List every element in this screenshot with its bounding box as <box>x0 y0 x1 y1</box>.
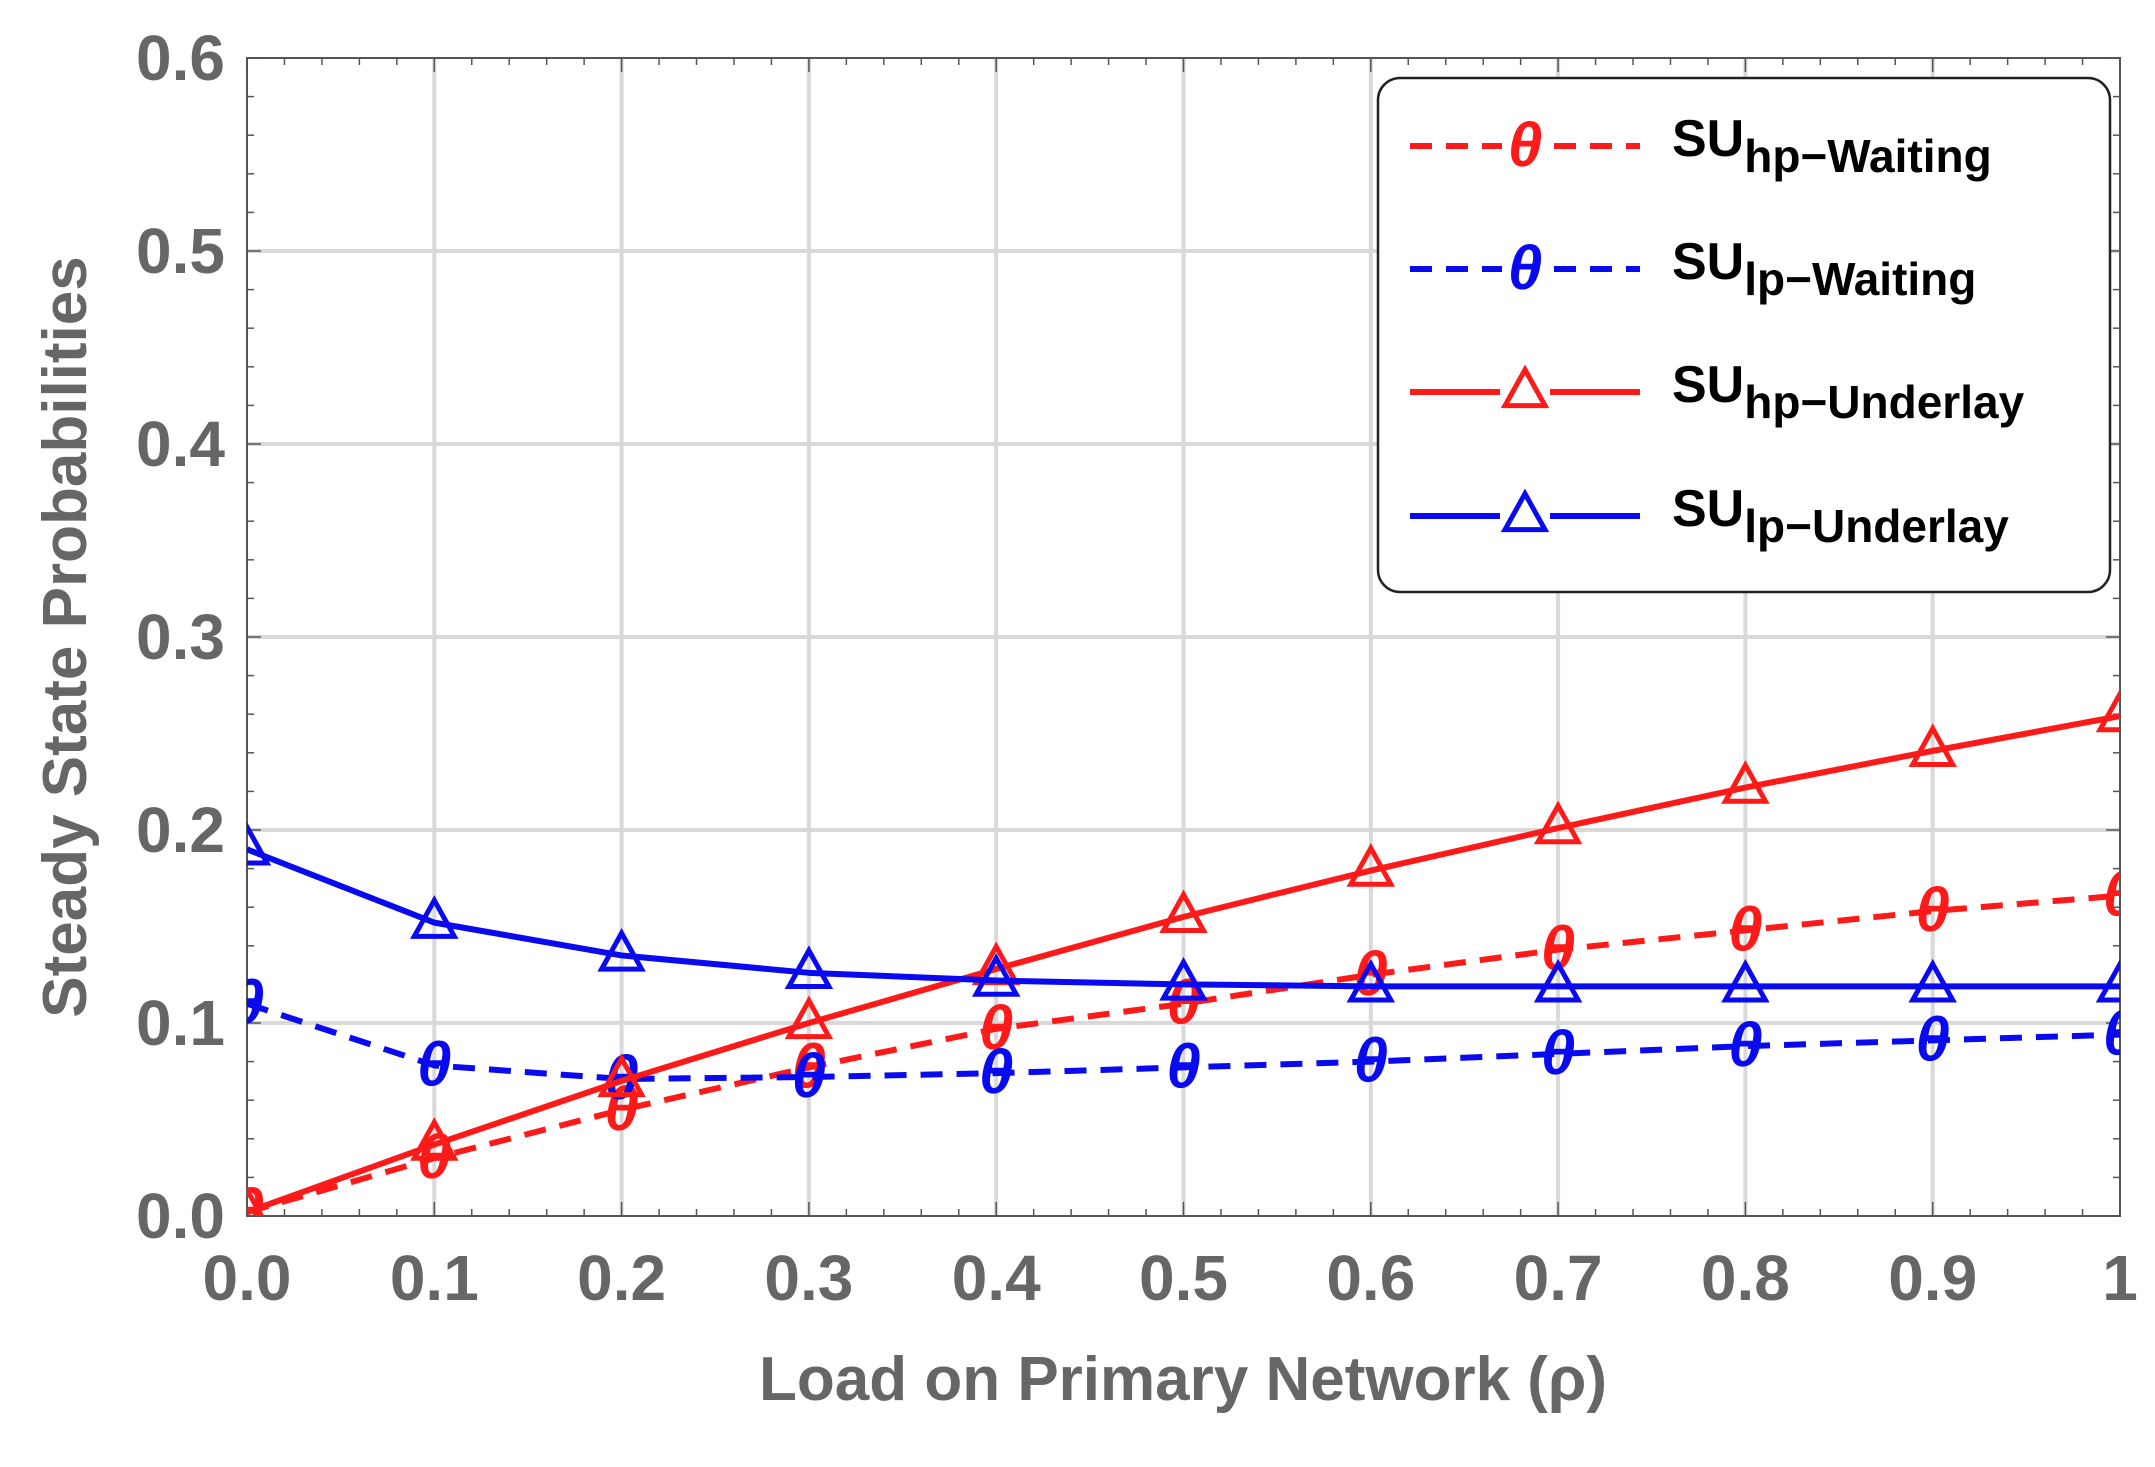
data-point-marker <box>597 927 646 972</box>
legend-label: SUlp−Underlay <box>1672 480 2009 552</box>
data-point-marker: θ <box>1166 1032 1201 1101</box>
data-point-marker <box>597 1053 646 1098</box>
legend-marker <box>1500 488 1550 533</box>
data-point-marker <box>247 1184 265 1216</box>
legend-item: θ SUhp−Waiting <box>1410 110 1992 182</box>
x-tick-label: 0.2 <box>577 1242 666 1314</box>
x-tick-label: 1 <box>2102 1242 2138 1314</box>
data-point-marker: θ <box>1915 1005 1950 1074</box>
series-line <box>247 846 2120 990</box>
series-SU_lp-Underlay <box>247 821 2120 1003</box>
data-point-marker: θ <box>792 1032 827 1101</box>
data-point-marker <box>1908 723 1957 768</box>
data-point-marker <box>247 821 272 866</box>
data-point-marker: θ <box>2103 861 2138 930</box>
legend-label: SUhp−Underlay <box>1672 356 2025 428</box>
data-point-marker <box>1533 800 1583 845</box>
data-point-marker <box>1159 889 1208 934</box>
data-point-marker <box>1908 958 1957 1003</box>
axis-ticks: 0.0 0.1 0.2 0.3 0.4 0.5 0.6 0.7 0.8 0.9 1 0.0 0.1 0.2… <box>136 22 2138 1314</box>
legend-marker-bg <box>1502 116 1548 176</box>
y-axis-title: Steady State Probabilities <box>31 256 100 1017</box>
data-point-marker <box>1533 958 1583 1003</box>
x-tick-label: 0.0 <box>203 1242 292 1314</box>
data-point-marker: θ <box>230 969 265 1038</box>
legend: θ SUhp−Waiting θ SUlp−Waiting SUhp−Underlay S… <box>1376 76 2112 594</box>
y-tick-label: 0.6 <box>136 22 225 94</box>
data-point-marker <box>410 1117 459 1161</box>
legend-marker <box>1500 364 1550 409</box>
legend-marker-bg <box>1502 239 1548 299</box>
data-point-marker: θ <box>1354 940 1389 1009</box>
axis-labels: Load on Primary Network (ρ) Steady State… <box>31 256 1607 1414</box>
x-tick-label: 0.6 <box>1326 1242 1415 1314</box>
series-line <box>247 1000 2120 1082</box>
data-point-marker <box>2095 688 2120 733</box>
legend-item: SUhp−Underlay <box>1410 356 2025 428</box>
x-tick-label: 0.7 <box>1514 1242 1603 1314</box>
data-point-marker <box>1159 956 1208 1001</box>
data-point-marker: θ <box>979 1038 1014 1107</box>
data-point-marker: θ <box>1541 1019 1576 1088</box>
data-point-marker: θ <box>2103 1000 2138 1069</box>
data-point-marker <box>1346 958 1396 1003</box>
y-tick-label: 0.0 <box>136 1180 225 1252</box>
y-tick-label: 0.1 <box>136 987 225 1059</box>
data-point-marker <box>410 895 459 939</box>
x-axis-title: Load on Primary Network (ρ) <box>759 1345 1607 1414</box>
x-tick-label: 0.3 <box>764 1242 853 1314</box>
data-point-marker: θ <box>1541 915 1576 984</box>
legend-marker: θ <box>1508 111 1543 180</box>
legend-item: θ SUlp−Waiting <box>1410 233 1976 305</box>
x-tick-label: 0.8 <box>1701 1242 1790 1314</box>
data-point-marker: θ <box>417 1030 452 1099</box>
x-tick-label: 0.9 <box>1888 1242 1977 1314</box>
data-point-marker <box>784 945 834 989</box>
data-point-marker: θ <box>1354 1027 1389 1096</box>
series-line <box>247 892 2120 1216</box>
y-tick-label: 0.2 <box>136 794 225 866</box>
y-tick-label: 0.4 <box>136 408 225 480</box>
data-point-marker <box>971 953 1021 997</box>
data-point-marker <box>1346 843 1396 887</box>
legend-label: SUlp−Waiting <box>1672 233 1976 305</box>
series-line <box>247 713 2120 1215</box>
data-point-marker <box>1721 760 1770 804</box>
data-point-marker: θ <box>979 994 1014 1063</box>
legend-item: SUlp−Underlay <box>1410 480 2009 552</box>
x-tick-label: 0.4 <box>952 1242 1041 1314</box>
series-SU_lp-Waiting: θθ θ θ θ θ θ θ θ θ θ <box>230 969 2138 1113</box>
legend-marker: θ <box>1508 234 1543 303</box>
legend-label: SUhp−Waiting <box>1672 110 1992 182</box>
legend-box <box>1376 76 2112 594</box>
y-tick-label: 0.5 <box>136 215 225 287</box>
data-point-marker: θ <box>1728 1011 1763 1080</box>
data-point-marker: θ <box>1728 895 1763 964</box>
data-point-marker: θ <box>792 1042 827 1111</box>
x-tick-label: 0.1 <box>390 1242 479 1314</box>
data-point-marker <box>1721 958 1770 1003</box>
data-point-marker: θ <box>1915 876 1950 945</box>
x-tick-label: 0.5 <box>1139 1242 1228 1314</box>
y-tick-label: 0.3 <box>136 601 225 673</box>
data-point-marker <box>784 995 834 1040</box>
data-point-marker <box>2095 958 2120 1003</box>
